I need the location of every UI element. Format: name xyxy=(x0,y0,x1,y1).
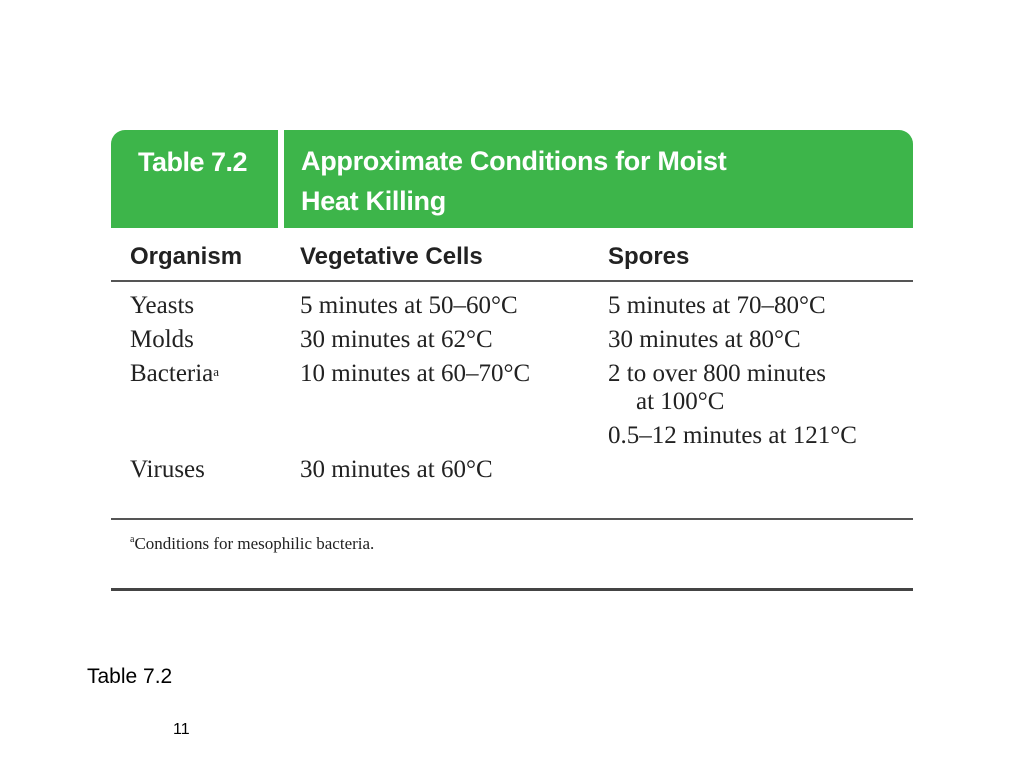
cell-organism-molds: Molds xyxy=(130,326,194,353)
footnote-text: aConditions for mesophilic bacteria. xyxy=(130,534,374,554)
header-divider xyxy=(278,130,284,228)
bacteria-label: Bacteria xyxy=(130,360,214,387)
heat-killing-table: Table 7.2 Approximate Conditions for Moi… xyxy=(111,130,913,591)
page-number: 11 xyxy=(173,721,190,738)
column-header-organism: Organism xyxy=(130,243,243,270)
bacteria-footnote-mark: a xyxy=(213,364,220,379)
footnote-mark: a xyxy=(130,534,135,545)
cell-spores-molds: 30 minutes at 80°C xyxy=(608,326,801,353)
column-header-vegetative: Vegetative Cells xyxy=(300,243,483,270)
cell-organism-viruses: Viruses xyxy=(130,456,205,483)
cell-vegetative-bacteria: 10 minutes at 60–70°C xyxy=(300,360,531,387)
footnote-body: Conditions for mesophilic bacteria. xyxy=(134,534,375,553)
table-number: Table 7.2 xyxy=(111,130,278,228)
column-header-spores: Spores xyxy=(608,243,690,270)
cell-vegetative-viruses: 30 minutes at 60°C xyxy=(300,456,493,483)
cell-organism-yeasts: Yeasts xyxy=(130,292,195,319)
column-headers: Organism Vegetative Cells Spores xyxy=(111,228,913,282)
table-title-line1: Approximate Conditions for Moist xyxy=(301,146,727,176)
spores-bacteria-line1: 2 to over 800 minutes xyxy=(608,360,827,387)
cell-vegetative-yeasts: 5 minutes at 50–60°C xyxy=(300,292,518,319)
cell-spores-bacteria: 2 to over 800 minutes at 100°C xyxy=(608,360,826,416)
cell-spores-yeasts: 5 minutes at 70–80°C xyxy=(608,292,826,319)
cell-spores-bacteria-extra: 0.5–12 minutes at 121°C xyxy=(608,422,857,449)
table-body: Yeasts 5 minutes at 50–60°C 5 minutes at… xyxy=(111,282,913,520)
spores-bacteria-line2: at 100°C xyxy=(636,388,725,415)
cell-organism-bacteria: Bacteriaa xyxy=(130,360,219,388)
table-footnote: aConditions for mesophilic bacteria. xyxy=(111,520,913,591)
cell-vegetative-molds: 30 minutes at 62°C xyxy=(300,326,493,353)
table-header-banner: Table 7.2 Approximate Conditions for Moi… xyxy=(111,130,913,228)
slide-caption: Table 7.2 xyxy=(87,665,173,688)
table-title-line2: Heat Killing xyxy=(301,186,446,216)
table-title: Approximate Conditions for Moist Heat Ki… xyxy=(284,130,913,228)
